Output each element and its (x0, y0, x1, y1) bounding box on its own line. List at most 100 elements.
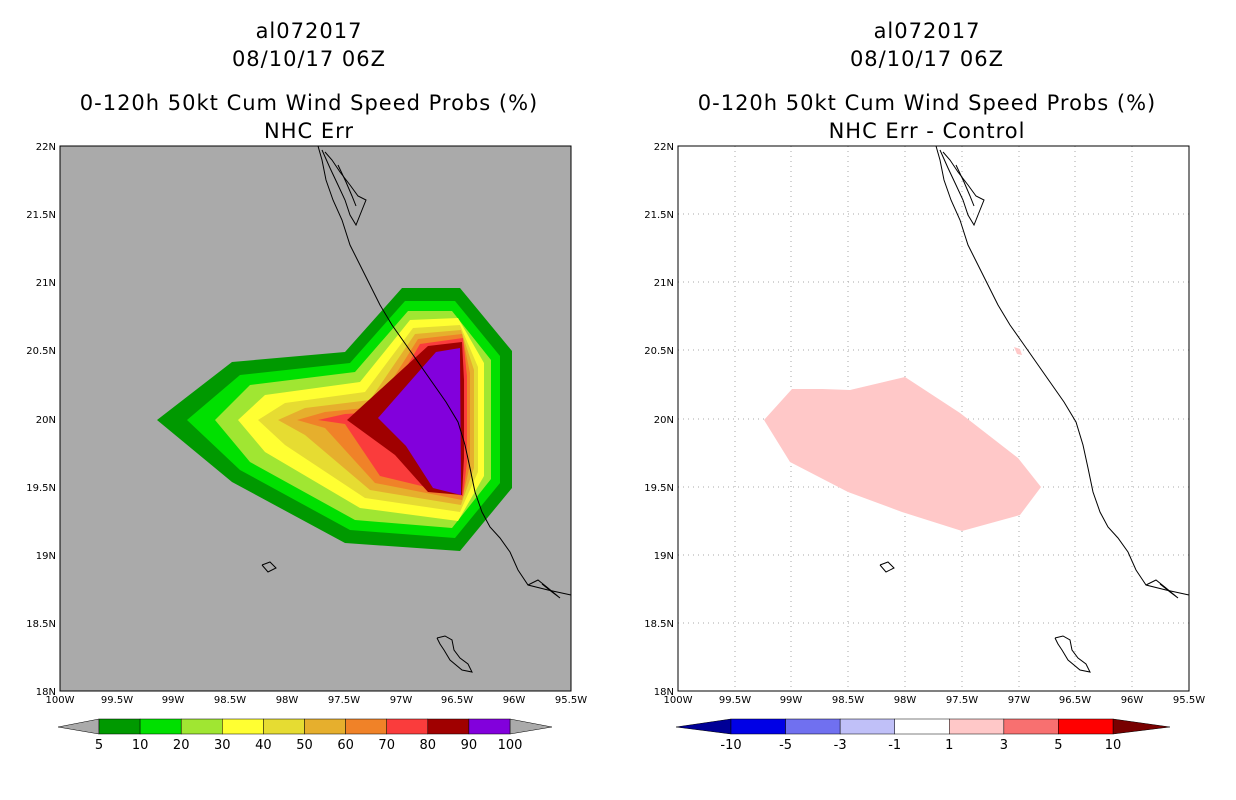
colorbar-label: 90 (461, 738, 478, 753)
colorbar-label: 10 (132, 738, 149, 753)
colorbar-swatch (839, 718, 895, 735)
lon-tick-label: 97.5W (946, 695, 978, 706)
lat-tick-label: 21N (36, 278, 56, 289)
left-colorbar-right-arrow (509, 718, 553, 735)
colorbar-swatch (468, 718, 511, 735)
colorbar-label: 60 (337, 738, 354, 753)
colorbar-label: -10 (720, 738, 741, 753)
lon-tick-label: 99W (780, 695, 803, 706)
lon-tick-label: 96W (503, 695, 526, 706)
lon-tick-label: 98.5W (832, 695, 864, 706)
difference-small-positive (1014, 347, 1022, 355)
lat-tick-label: 20.5N (644, 346, 674, 357)
lon-tick-label: 96W (1121, 695, 1144, 706)
lat-tick-label: 21.5N (26, 210, 56, 221)
colorbar-label: 20 (173, 738, 190, 753)
lat-tick-label: 19N (654, 551, 674, 562)
colorbar-label: 80 (420, 738, 437, 753)
right-gridlines (678, 146, 1189, 691)
lat-tick-label: 21.5N (644, 210, 674, 221)
right-coastline (879, 145, 1190, 673)
colorbar-swatch (386, 718, 429, 735)
colorbar-label: -3 (834, 738, 847, 753)
lat-tick-label: 20N (36, 415, 56, 426)
colorbar-label: 40 (255, 738, 272, 753)
lon-tick-label: 98W (894, 695, 917, 706)
colorbar-label: 5 (1054, 738, 1062, 753)
colorbar-swatch (180, 718, 223, 735)
colorbar-swatch (427, 718, 470, 735)
lon-tick-label: 98.5W (214, 695, 246, 706)
colorbar-swatch (263, 718, 305, 735)
lat-tick-label: 18N (654, 687, 674, 698)
left-title-storm: al072017 (256, 19, 363, 43)
colorbar-label: 1 (945, 738, 953, 753)
lon-tick-label: 96.5W (441, 695, 473, 706)
colorbar-swatch (1058, 718, 1114, 735)
right-lat-axis: 22N 21.5N 21N 20.5N 20N 19.5N 19N 18.5N … (644, 142, 674, 698)
colorbar-swatch (785, 718, 841, 735)
left-colorbar: 5 10 20 30 40 50 60 70 80 90 100 (57, 718, 553, 753)
right-panel: al072017 08/10/17 06Z 0-120h 50kt Cum Wi… (644, 19, 1205, 753)
colorbar-swatch (730, 718, 786, 735)
lon-tick-label: 96.5W (1059, 695, 1091, 706)
lat-tick-label: 19.5N (644, 483, 674, 494)
lat-tick-label: 20N (654, 415, 674, 426)
colorbar-label: 3 (1000, 738, 1008, 753)
lon-tick-label: 99W (162, 695, 185, 706)
colorbar-label: 100 (498, 738, 523, 753)
lat-tick-label: 18.5N (26, 619, 56, 630)
colorbar-label: 50 (296, 738, 313, 753)
right-colorbar: -10 -5 -3 -1 1 3 5 10 (675, 718, 1171, 753)
lon-tick-label: 95.5W (1173, 695, 1205, 706)
right-colorbar-right-arrow (1112, 718, 1171, 735)
colorbar-label: 5 (95, 738, 103, 753)
lat-tick-label: 20.5N (26, 346, 56, 357)
lon-tick-label: 100W (664, 695, 693, 706)
colorbar-swatch (98, 718, 141, 735)
left-title-date: 08/10/17 06Z (232, 47, 386, 71)
right-map-frame (677, 145, 1190, 692)
right-title-storm: al072017 (874, 19, 981, 43)
lon-tick-label: 97W (1008, 695, 1031, 706)
lat-tick-label: 18.5N (644, 619, 674, 630)
colorbar-label: -1 (888, 738, 901, 753)
right-lon-axis: 100W 99.5W 99W 98.5W 98W 97.5W 97W 96.5W… (664, 695, 1206, 706)
contour-90 (378, 348, 461, 495)
colorbar-swatch (949, 718, 1005, 735)
left-lon-axis: 100W 99.5W 99W 98.5W 98W 97.5W 97W 96.5W… (46, 695, 588, 706)
lon-tick-label: 99.5W (719, 695, 751, 706)
lat-tick-label: 21N (654, 278, 674, 289)
lon-tick-label: 97W (390, 695, 413, 706)
left-probability-contours (157, 288, 512, 551)
colorbar-swatch (345, 718, 387, 735)
lon-tick-label: 95.5W (555, 695, 587, 706)
difference-area-positive (764, 377, 1041, 531)
left-map-frame (59, 145, 572, 692)
lat-tick-label: 22N (654, 142, 674, 153)
colorbar-label: -5 (779, 738, 792, 753)
left-coastline (261, 145, 572, 673)
left-panel: al072017 08/10/17 06Z 0-120h 50kt Cum Wi… (26, 19, 587, 753)
lon-tick-label: 97.5W (328, 695, 360, 706)
colorbar-swatch (222, 718, 264, 735)
colorbar-label: 30 (214, 738, 231, 753)
colorbar-swatch (139, 718, 182, 735)
left-title-experiment: NHC Err (264, 119, 354, 143)
lat-tick-label: 22N (36, 142, 56, 153)
colorbar-label: 10 (1105, 738, 1122, 753)
left-colorbar-left-arrow (57, 718, 100, 735)
lon-tick-label: 98W (276, 695, 299, 706)
colorbar-swatch (894, 718, 950, 735)
right-colorbar-left-arrow (675, 718, 732, 735)
lat-tick-label: 19.5N (26, 483, 56, 494)
colorbar-label: 70 (378, 738, 395, 753)
colorbar-swatch (1003, 718, 1059, 735)
lon-tick-label: 100W (46, 695, 75, 706)
left-lat-axis: 22N 21.5N 21N 20.5N 20N 19.5N 19N 18.5N … (26, 142, 56, 698)
lat-tick-label: 18N (36, 687, 56, 698)
lat-tick-label: 19N (36, 551, 56, 562)
right-title-experiment: NHC Err - Control (829, 119, 1026, 143)
colorbar-swatch (304, 718, 346, 735)
